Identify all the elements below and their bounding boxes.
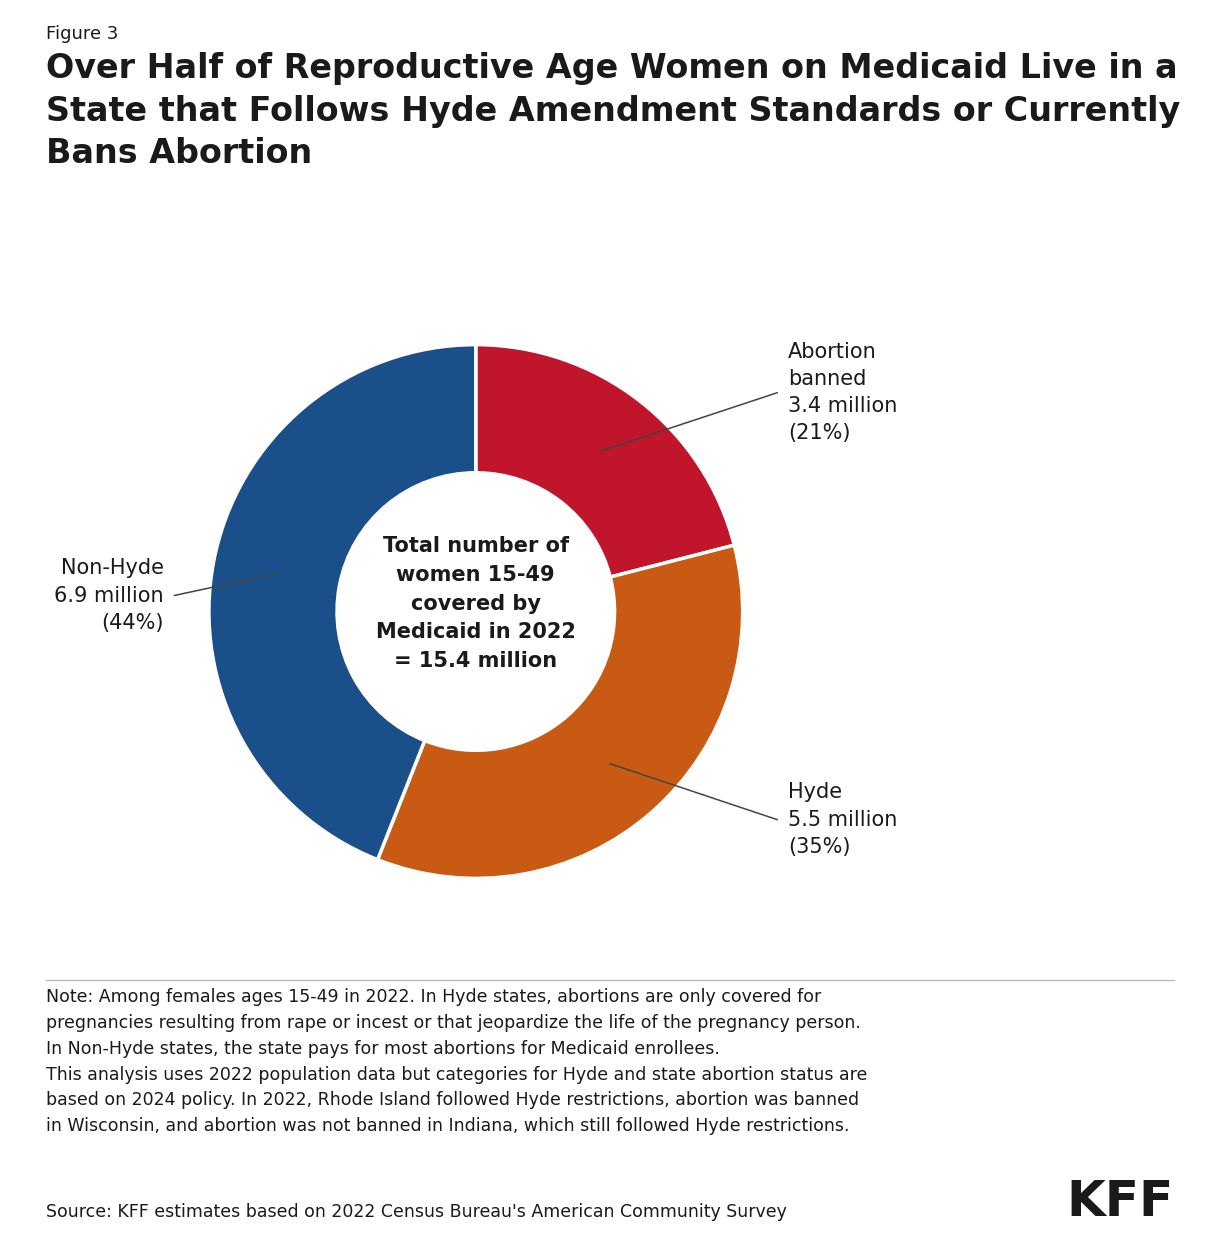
Text: Source: KFF estimates based on 2022 Census Bureau's American Community Survey: Source: KFF estimates based on 2022 Cens…: [46, 1203, 787, 1221]
Text: Figure 3: Figure 3: [46, 25, 118, 42]
Text: Abortion
banned
3.4 million
(21%): Abortion banned 3.4 million (21%): [788, 342, 898, 443]
Text: Note: Among females ages 15-49 in 2022. In Hyde states, abortions are only cover: Note: Among females ages 15-49 in 2022. …: [46, 988, 867, 1134]
Text: KFF: KFF: [1066, 1178, 1174, 1226]
Wedge shape: [209, 344, 476, 860]
Text: Over Half of Reproductive Age Women on Medicaid Live in a
State that Follows Hyd: Over Half of Reproductive Age Women on M…: [46, 52, 1181, 170]
Wedge shape: [377, 545, 743, 879]
Wedge shape: [476, 344, 734, 577]
Text: Total number of
women 15-49
covered by
Medicaid in 2022
= 15.4 million: Total number of women 15-49 covered by M…: [376, 535, 576, 671]
Text: Hyde
5.5 million
(35%): Hyde 5.5 million (35%): [788, 782, 898, 857]
Text: Non-Hyde
6.9 million
(44%): Non-Hyde 6.9 million (44%): [54, 558, 163, 633]
